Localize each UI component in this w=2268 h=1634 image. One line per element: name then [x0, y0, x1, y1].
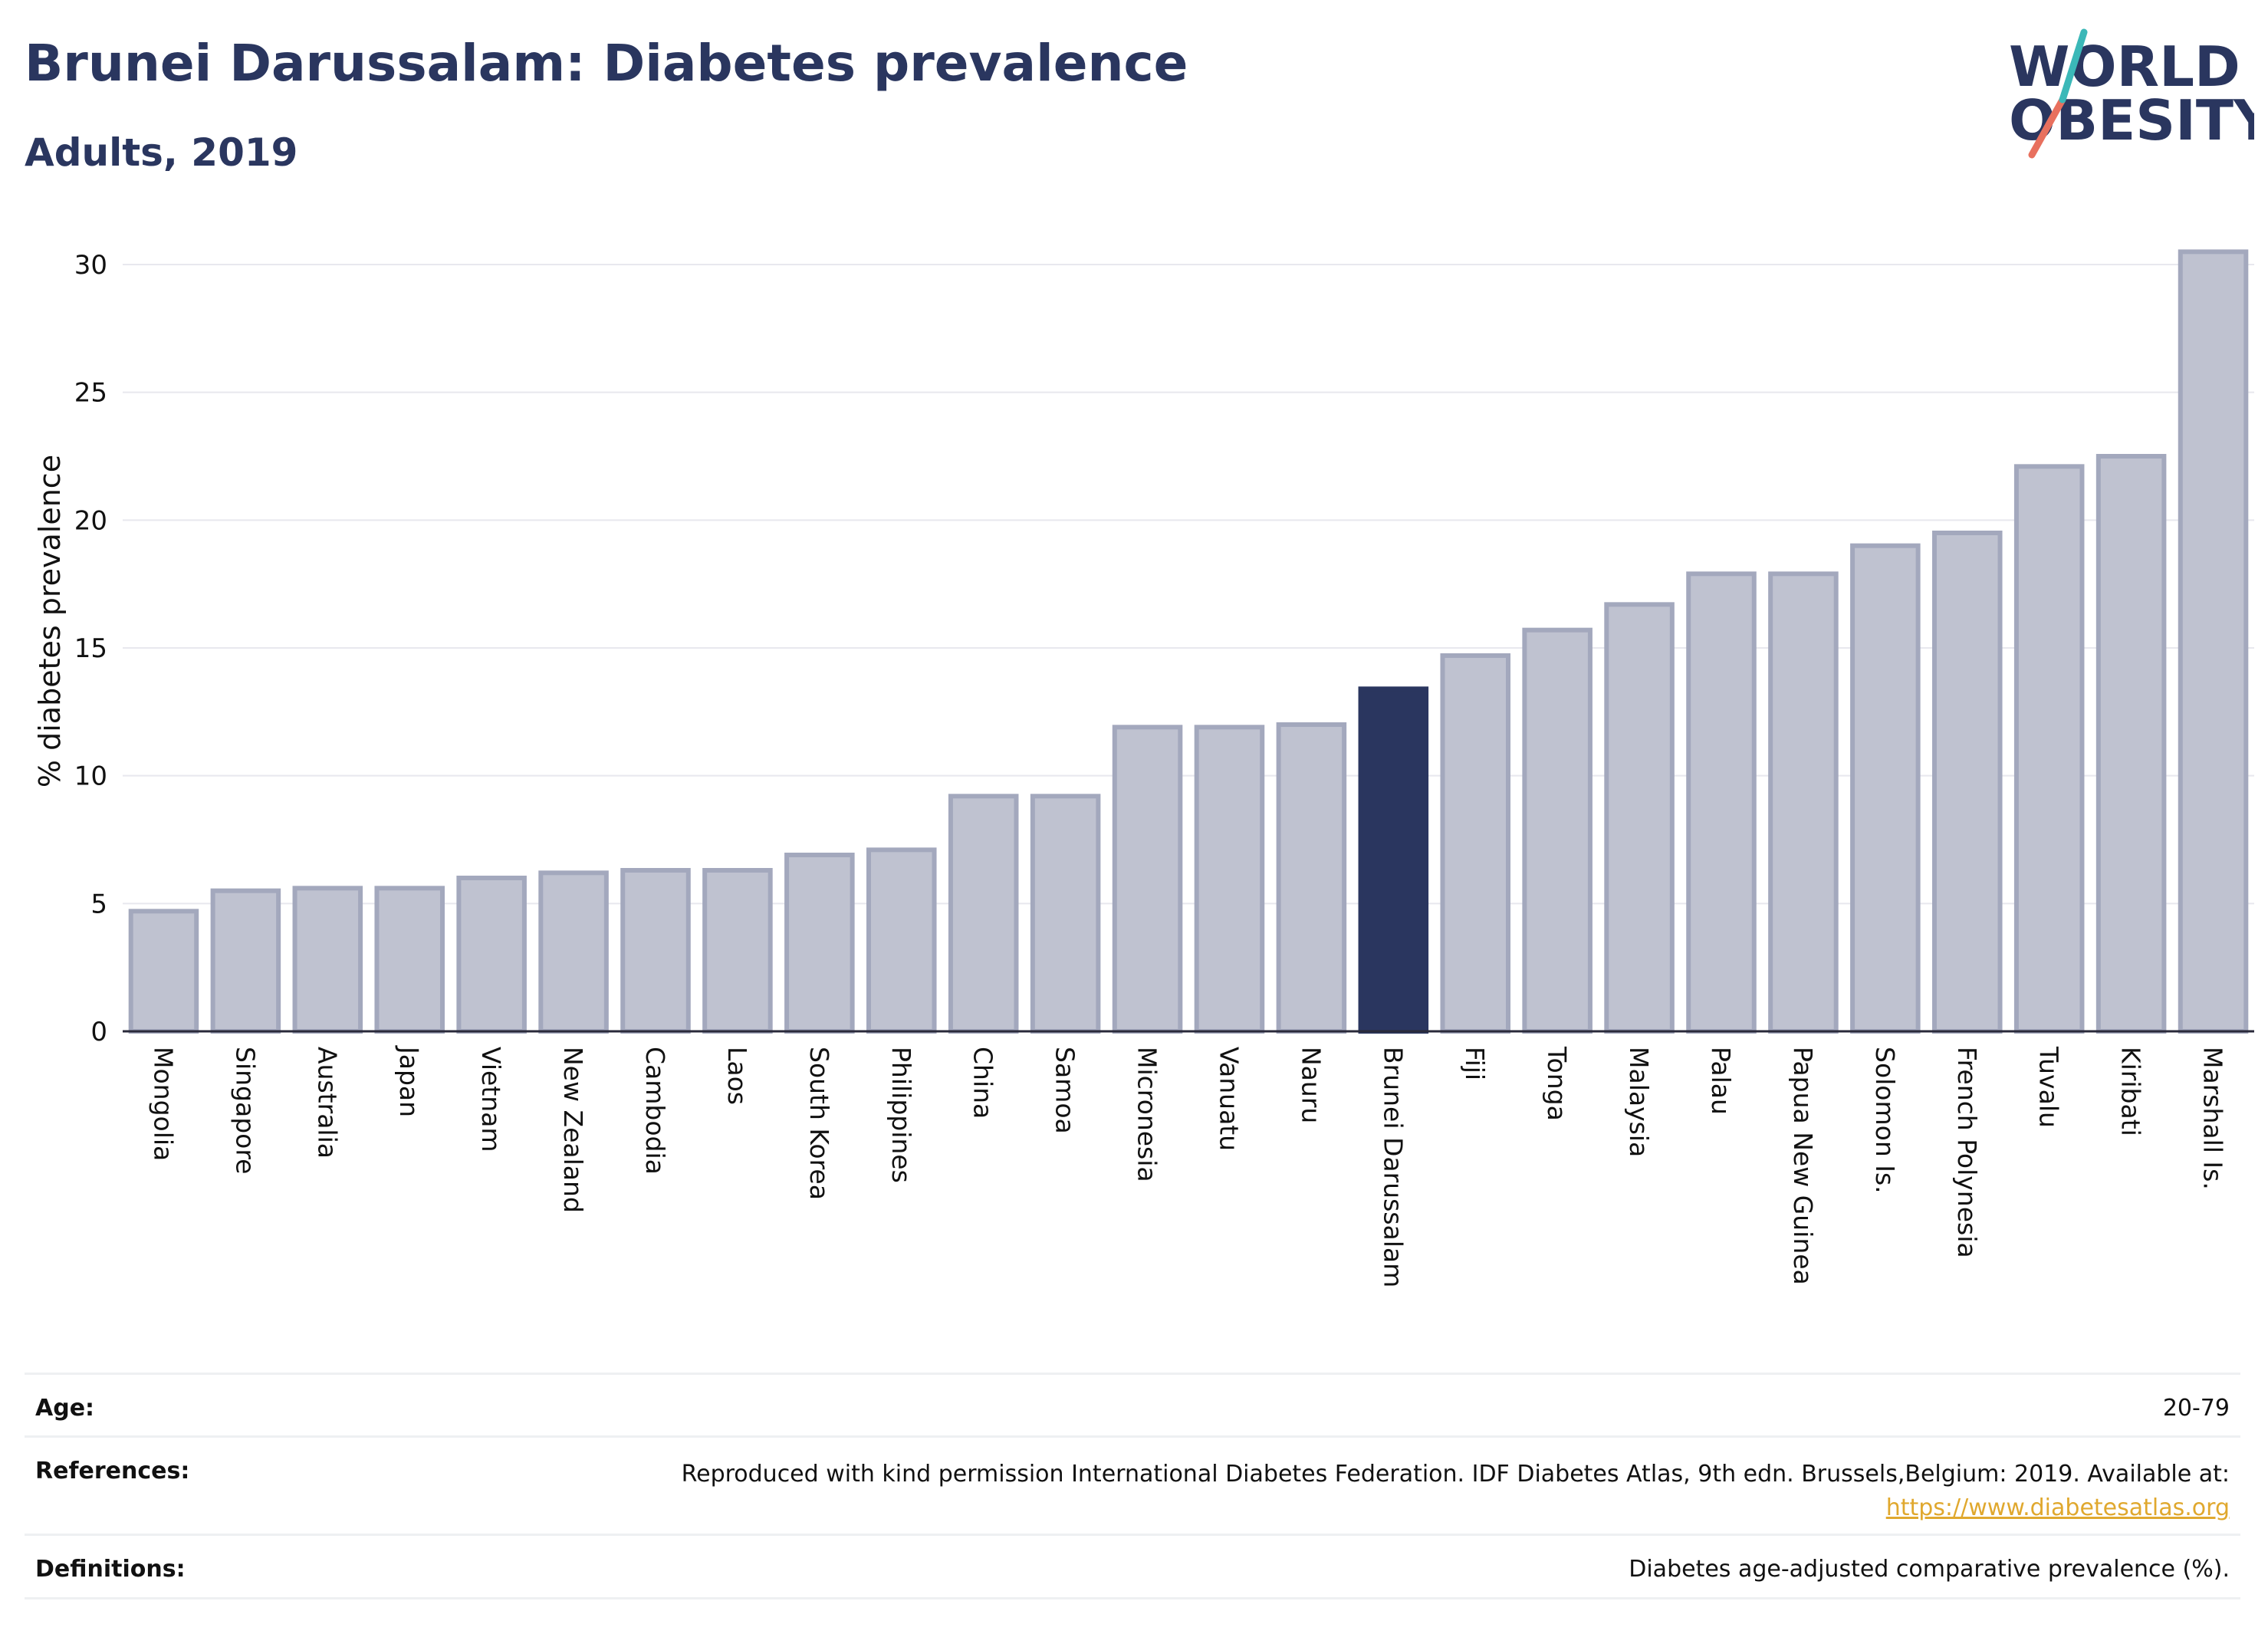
x-category-label: South Korea [804, 1047, 834, 1200]
bar-samoa [1030, 794, 1101, 1034]
x-category-labels: Mongolia Singapore Australia Japan Vietnam Ne… [148, 1045, 2227, 1287]
age-label: Age: [35, 1395, 95, 1422]
x-category-label: Solomon Is. [1870, 1047, 1900, 1194]
y-tick-label: 0 [90, 1017, 107, 1047]
x-category-label: Tuvalu [2034, 1046, 2064, 1128]
bar-australia [292, 886, 363, 1034]
x-category-label: Vietnam [476, 1047, 506, 1152]
bar-papua-new-guinea [1768, 571, 1839, 1034]
x-category-label: Samoa [1050, 1047, 1080, 1134]
x-category-label: Cambodia [640, 1047, 670, 1175]
y-tick-label: 5 [90, 889, 107, 919]
bar-malaysia [1604, 602, 1675, 1034]
x-category-label: Philippines [886, 1047, 916, 1183]
bar-kiribati [2095, 454, 2167, 1034]
y-tick-label: 20 [74, 505, 107, 536]
bar-china [948, 794, 1019, 1034]
bar-cambodia [620, 868, 691, 1034]
bar-fiji [1440, 653, 1511, 1034]
bar-chart: 0 5 10 15 20 25 30 Mongolia Singapore Australia J… [33, 249, 2254, 1287]
x-category-label: Vanuatu [1214, 1047, 1244, 1151]
bar-laos [702, 868, 773, 1034]
x-category-label: Tonga [1542, 1046, 1572, 1121]
bars [128, 249, 2249, 1034]
references-link[interactable]: https://www.diabetesatlas.org [1885, 1494, 2230, 1521]
bar-micronesia [1112, 725, 1183, 1034]
bar-mongolia [128, 909, 199, 1034]
definitions-label: Definitions: [35, 1556, 186, 1583]
bar-vanuatu [1194, 725, 1265, 1034]
x-category-label: Fiji [1460, 1047, 1490, 1080]
logo-slash-coral [2028, 96, 2066, 159]
bar-singapore [210, 888, 281, 1034]
y-tick-label: 30 [74, 250, 107, 281]
x-category-label: New Zealand [558, 1047, 588, 1213]
x-category-label: Singapore [230, 1047, 260, 1174]
x-category-label: Brunei Darussalam [1378, 1047, 1408, 1287]
info-row-age: Age: 20-79 [25, 1373, 2240, 1435]
age-value: 20-79 [2162, 1395, 2230, 1422]
chart-title: Brunei Darussalam: Diabetes prevalence [25, 34, 1188, 93]
y-tick-label: 25 [74, 378, 107, 409]
references-value: Reproduced with kind permission Internat… [236, 1458, 2230, 1525]
x-category-label: Mongolia [148, 1047, 178, 1161]
bar-tonga [1522, 627, 1593, 1034]
info-row-definitions: Definitions: Diabetes age-adjusted compa… [25, 1534, 2240, 1599]
x-category-label: French Polynesia [1952, 1047, 1982, 1258]
logo-slash-teal [2059, 28, 2088, 104]
definitions-value: Diabetes age-adjusted comparative preval… [1629, 1556, 2230, 1583]
bar-french-polynesia [1932, 531, 2003, 1034]
bar-japan [374, 886, 445, 1034]
bar-new-zealand [538, 870, 609, 1034]
x-category-label: Malaysia [1624, 1047, 1654, 1157]
x-category-label: Papua New Guinea [1788, 1047, 1818, 1285]
bar-solomon-is [1850, 543, 1921, 1034]
logo-line1: WORLD [2009, 35, 2240, 99]
chart-subtitle: Adults, 2019 [25, 130, 298, 175]
y-tick-label: 15 [74, 633, 107, 664]
bar-palau [1686, 571, 1757, 1034]
x-category-label: Laos [722, 1047, 752, 1105]
x-category-label: China [968, 1047, 998, 1119]
x-category-label: Nauru [1296, 1047, 1326, 1123]
info-row-references: References: Reproduced with kind permiss… [25, 1435, 2240, 1534]
x-category-label: Kiribati [2116, 1047, 2146, 1136]
bar-philippines [866, 847, 937, 1034]
y-tick-label: 10 [74, 761, 107, 792]
references-label: References: [35, 1458, 190, 1484]
bar-nauru [1276, 722, 1347, 1034]
references-text: Reproduced with kind permission Internat… [681, 1461, 2230, 1488]
x-category-label: Marshall Is. [2198, 1047, 2228, 1190]
bar-south-korea [784, 853, 855, 1034]
x-category-label: Japan [394, 1045, 424, 1117]
bar-marshall-is [2178, 249, 2249, 1034]
y-tick-labels: 0 5 10 15 20 25 30 [74, 250, 107, 1047]
info-table: Age: 20-79 References: Reproduced with k… [25, 1373, 2240, 1599]
bar-brunei-darussalam [1358, 686, 1429, 1034]
x-category-label: Palau [1706, 1047, 1736, 1115]
x-category-label: Australia [312, 1047, 342, 1159]
y-axis-title: % diabetes prevalence [33, 455, 67, 787]
bar-tuvalu [2013, 464, 2085, 1034]
world-obesity-logo: WORLD OBESITY [2009, 28, 2254, 159]
bar-vietnam [456, 876, 527, 1034]
x-category-label: Micronesia [1132, 1047, 1162, 1182]
